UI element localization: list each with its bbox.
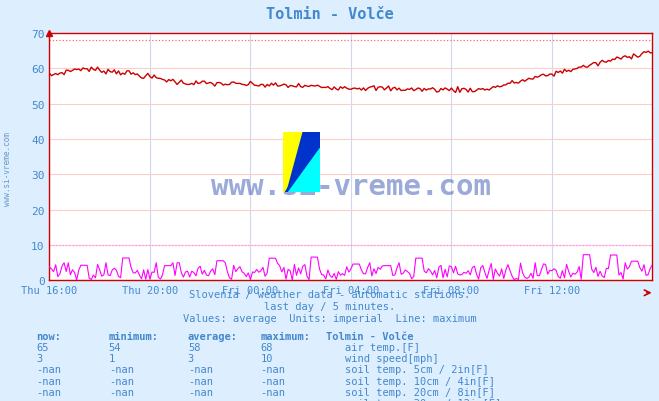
Text: average:: average: <box>188 331 238 341</box>
Text: -nan: -nan <box>36 398 61 401</box>
Text: www.si-vreme.com: www.si-vreme.com <box>211 173 491 201</box>
Text: www.si-vreme.com: www.si-vreme.com <box>3 132 13 205</box>
Text: maximum:: maximum: <box>260 331 310 341</box>
Text: -nan: -nan <box>36 365 61 375</box>
Text: 10: 10 <box>260 353 273 363</box>
Text: -nan: -nan <box>36 387 61 397</box>
Text: -nan: -nan <box>109 398 134 401</box>
Text: -nan: -nan <box>260 365 285 375</box>
Text: -nan: -nan <box>36 376 61 386</box>
Text: soil temp. 30cm / 12in[F]: soil temp. 30cm / 12in[F] <box>345 398 501 401</box>
Polygon shape <box>283 132 320 192</box>
Text: -nan: -nan <box>109 387 134 397</box>
Text: -nan: -nan <box>109 376 134 386</box>
Text: 58: 58 <box>188 342 200 352</box>
Text: minimum:: minimum: <box>109 331 159 341</box>
Text: -nan: -nan <box>260 376 285 386</box>
Text: last day / 5 minutes.: last day / 5 minutes. <box>264 302 395 312</box>
Polygon shape <box>283 132 320 192</box>
Text: soil temp. 20cm / 8in[F]: soil temp. 20cm / 8in[F] <box>345 387 495 397</box>
Text: 65: 65 <box>36 342 49 352</box>
Text: now:: now: <box>36 331 61 341</box>
Text: Tolmin - Volče: Tolmin - Volče <box>326 331 414 341</box>
Text: soil temp. 5cm / 2in[F]: soil temp. 5cm / 2in[F] <box>345 365 488 375</box>
Text: -nan: -nan <box>260 387 285 397</box>
Text: 1: 1 <box>109 353 115 363</box>
Polygon shape <box>283 132 320 192</box>
Polygon shape <box>287 132 320 192</box>
Text: air temp.[F]: air temp.[F] <box>345 342 420 352</box>
Text: 54: 54 <box>109 342 121 352</box>
Text: Tolmin - Volče: Tolmin - Volče <box>266 7 393 22</box>
Text: Values: average  Units: imperial  Line: maximum: Values: average Units: imperial Line: ma… <box>183 314 476 324</box>
Text: -nan: -nan <box>260 398 285 401</box>
Text: -nan: -nan <box>188 398 213 401</box>
Text: -nan: -nan <box>188 387 213 397</box>
Text: -nan: -nan <box>188 365 213 375</box>
Text: soil temp. 10cm / 4in[F]: soil temp. 10cm / 4in[F] <box>345 376 495 386</box>
Polygon shape <box>287 147 320 192</box>
Text: 68: 68 <box>260 342 273 352</box>
Text: Slovenia / weather data - automatic stations.: Slovenia / weather data - automatic stat… <box>189 290 470 300</box>
Text: 3: 3 <box>188 353 194 363</box>
Text: wind speed[mph]: wind speed[mph] <box>345 353 438 363</box>
Text: -nan: -nan <box>109 365 134 375</box>
Text: -nan: -nan <box>188 376 213 386</box>
Text: 3: 3 <box>36 353 42 363</box>
